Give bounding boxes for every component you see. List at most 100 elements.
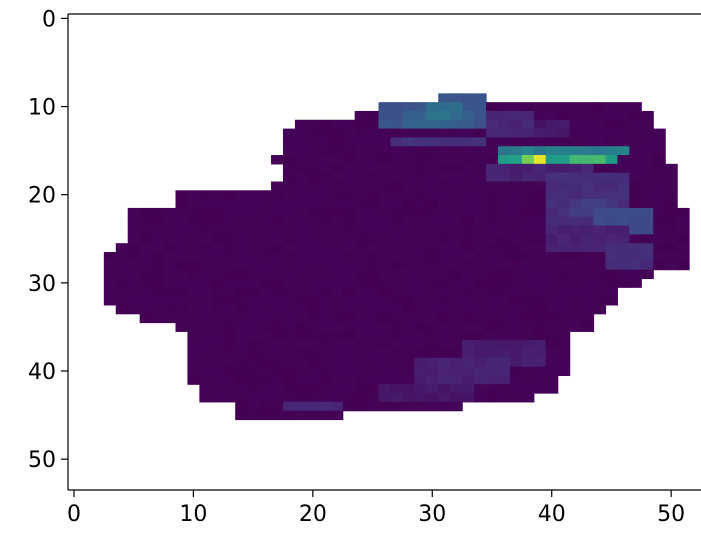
heatmap-cell: [426, 269, 439, 280]
heatmap-cell: [438, 252, 451, 262]
heatmap-cell: [127, 304, 141, 315]
heatmap-cell: [629, 216, 642, 227]
heatmap-cell: [271, 340, 284, 350]
heatmap-cell: [521, 252, 535, 262]
heatmap-cell: [342, 331, 356, 341]
heatmap-cell: [509, 163, 523, 174]
heatmap-cell: [414, 110, 427, 121]
heatmap-cell: [569, 119, 583, 130]
heatmap-cell: [342, 357, 356, 368]
heatmap-cell: [509, 331, 523, 341]
heatmap-cell: [318, 163, 332, 174]
heatmap-cell: [378, 234, 392, 244]
heatmap-cell: [330, 304, 344, 315]
heatmap-cell: [545, 172, 559, 183]
heatmap-cell: [509, 322, 523, 332]
heatmap-cell: [521, 128, 535, 139]
heatmap-cell: [127, 207, 141, 218]
heatmap-cell: [211, 278, 224, 288]
heatmap-cell: [438, 296, 451, 306]
heatmap-cell: [390, 155, 404, 165]
heatmap-cell: [306, 260, 320, 271]
heatmap-cell: [450, 190, 463, 200]
heatmap-cell: [426, 163, 439, 174]
heatmap-cell: [163, 287, 177, 297]
heatmap-cell: [271, 322, 284, 332]
heatmap-cell: [199, 366, 212, 377]
heatmap-cell: [426, 366, 439, 377]
heatmap-cells: [103, 93, 690, 421]
heatmap-cell: [581, 163, 595, 174]
x-tick-label: 10: [179, 502, 207, 527]
heatmap-cell: [509, 137, 523, 147]
heatmap-cell: [462, 322, 475, 332]
heatmap-cell: [462, 278, 475, 288]
heatmap-cell: [450, 331, 463, 341]
heatmap-cell: [187, 366, 200, 377]
heatmap-cell: [593, 146, 607, 156]
heatmap-cell: [378, 375, 392, 385]
heatmap-cell: [235, 234, 248, 244]
heatmap-cell: [223, 269, 236, 280]
heatmap-cell: [378, 287, 392, 297]
heatmap-cell: [175, 225, 189, 235]
heatmap-cell: [306, 322, 320, 332]
heatmap-cell: [414, 181, 427, 191]
heatmap-cell: [617, 181, 630, 191]
heatmap-cell: [474, 269, 487, 280]
heatmap-cell: [545, 137, 559, 147]
heatmap-cell: [366, 401, 380, 412]
heatmap-cell: [342, 384, 356, 394]
heatmap-cell: [462, 366, 475, 377]
heatmap-cell: [450, 322, 463, 332]
heatmap-cell: [569, 313, 583, 324]
heatmap-cell: [247, 384, 260, 394]
heatmap-cell: [318, 410, 332, 421]
heatmap-cell: [247, 287, 260, 297]
heatmap-cell: [581, 269, 595, 280]
heatmap-cell: [545, 384, 559, 394]
heatmap-cell: [641, 216, 654, 227]
heatmap-cell: [653, 199, 666, 209]
heatmap-cell: [187, 375, 200, 385]
heatmap-cell: [438, 155, 451, 165]
heatmap-cell: [581, 155, 595, 165]
heatmap-cell: [318, 375, 332, 385]
heatmap-cell: [497, 340, 511, 350]
heatmap-cell: [521, 155, 535, 165]
heatmap-cell: [318, 340, 332, 350]
heatmap-cell: [593, 234, 607, 244]
heatmap-cell: [271, 252, 284, 262]
heatmap-cell: [354, 269, 368, 280]
heatmap-cell: [450, 110, 463, 121]
heatmap-cell: [175, 322, 189, 332]
heatmap-cell: [414, 375, 427, 385]
heatmap-cell: [545, 313, 559, 324]
heatmap-cell: [271, 313, 284, 324]
heatmap-cell: [474, 304, 487, 315]
heatmap-cell: [390, 357, 404, 368]
heatmap-cell: [318, 146, 332, 156]
heatmap-cell: [354, 128, 368, 139]
heatmap-cell: [521, 190, 535, 200]
heatmap-cell: [402, 199, 415, 209]
heatmap-cell: [282, 181, 296, 191]
heatmap-cell: [402, 128, 415, 139]
heatmap-cell: [330, 331, 344, 341]
heatmap-cell: [497, 348, 511, 359]
heatmap-cell: [211, 357, 224, 368]
heatmap-cell: [641, 225, 654, 235]
heatmap-cell: [318, 216, 332, 227]
heatmap-cell: [282, 207, 296, 218]
heatmap-cell: [581, 137, 595, 147]
heatmap-cell: [366, 172, 380, 183]
heatmap-cell: [306, 199, 320, 209]
heatmap-cell: [533, 366, 547, 377]
heatmap-cell: [605, 243, 618, 253]
heatmap-cell: [474, 225, 487, 235]
heatmap-cell: [378, 181, 392, 191]
heatmap-cell: [653, 225, 666, 235]
heatmap-cell: [629, 128, 642, 139]
heatmap-cell: [390, 190, 404, 200]
heatmap-cell: [593, 304, 607, 315]
